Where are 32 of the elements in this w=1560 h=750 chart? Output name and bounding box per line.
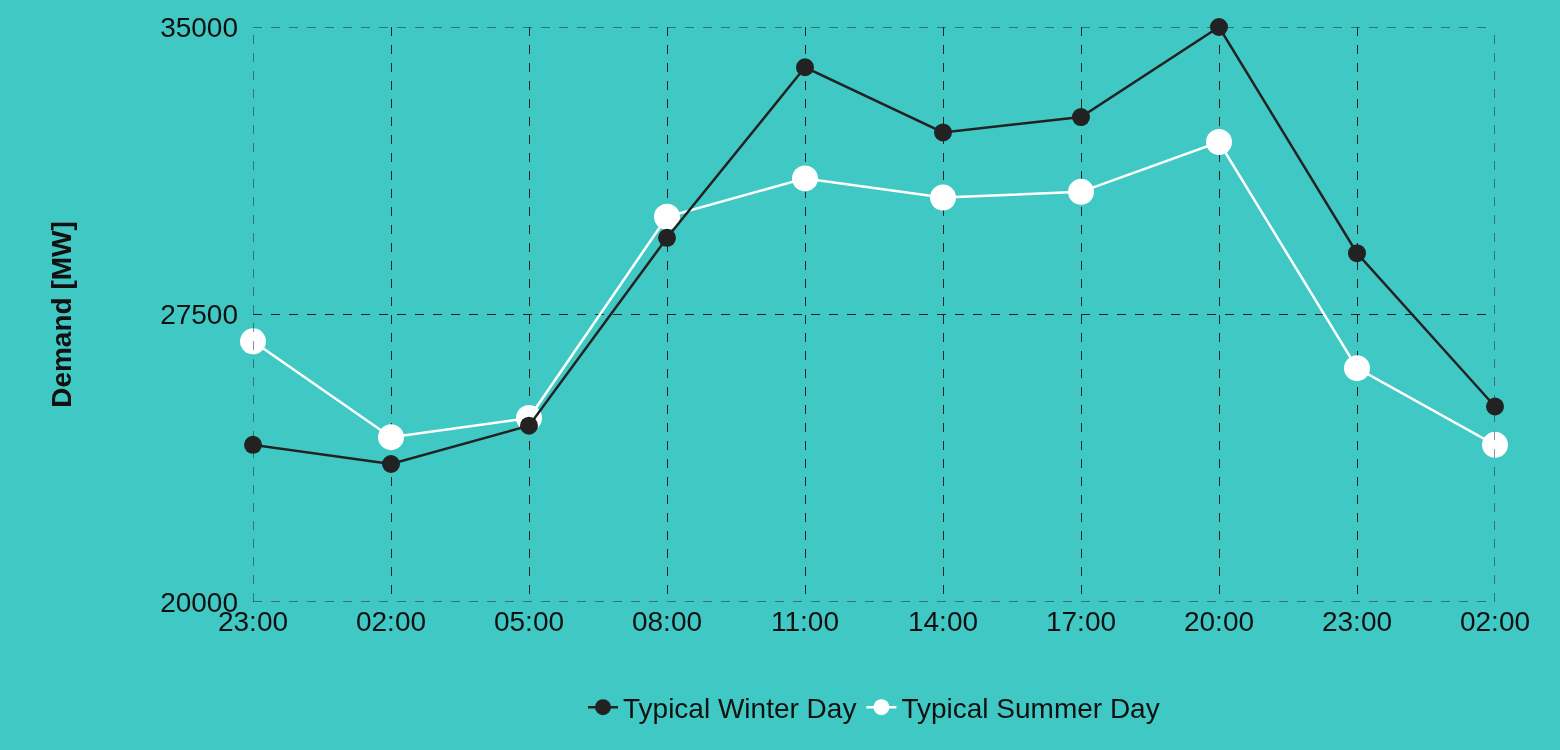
point: [934, 123, 952, 142]
y-axis-title: Demand [MW]: [45, 221, 77, 408]
legend-label: Typical Winter Day: [623, 693, 857, 725]
point: [378, 424, 404, 451]
legend-label: Typical Summer Day: [901, 693, 1160, 725]
point: [1486, 397, 1504, 416]
point: [1344, 355, 1370, 382]
point: [1348, 244, 1366, 263]
x-tick-label: 23:00: [1321, 606, 1393, 637]
x-tick-label: 08:00: [631, 606, 703, 637]
point: [792, 165, 818, 192]
point: [382, 455, 400, 473]
point: [658, 228, 676, 247]
x-tick-label: 17:00: [1045, 606, 1117, 637]
x-tick-label: 02:00: [355, 606, 427, 637]
point: [654, 203, 680, 230]
point: [1482, 431, 1508, 458]
point: [930, 184, 956, 211]
point: [1210, 18, 1228, 36]
point: [1072, 108, 1090, 127]
x-tick-label: 14:00: [907, 606, 979, 637]
y-tick-label: 35000: [160, 11, 238, 43]
point: [796, 58, 814, 77]
point: [240, 328, 266, 355]
x-tick-label: 11:00: [771, 606, 839, 637]
x-tick-label: 20:00: [1183, 606, 1255, 637]
point: [244, 435, 262, 454]
y-tick-label: 27500: [160, 299, 238, 331]
point: [1068, 178, 1094, 205]
point: [1206, 129, 1232, 155]
x-tick-label: 02:00: [1459, 606, 1531, 637]
x-tick-label: 05:00: [493, 606, 565, 637]
